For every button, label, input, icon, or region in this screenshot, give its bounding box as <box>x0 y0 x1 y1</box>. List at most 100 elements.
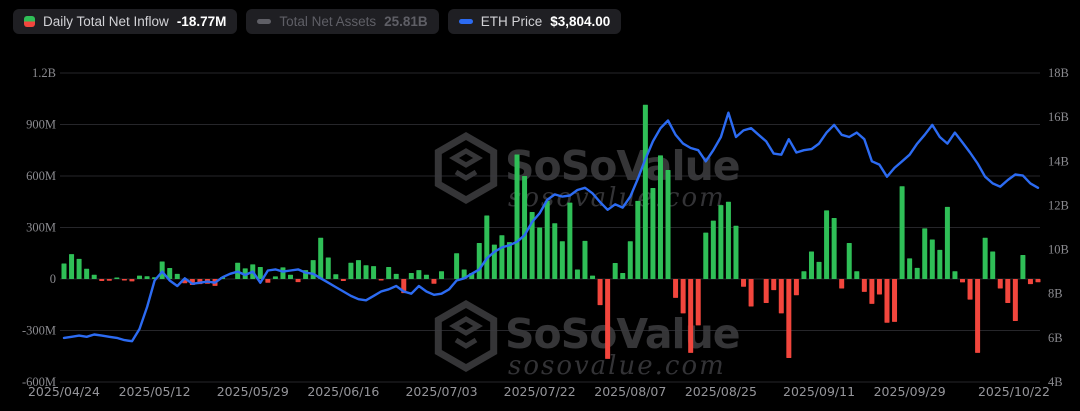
inflow-bar <box>114 277 120 279</box>
inflow-bar <box>514 154 520 279</box>
inflow-bar <box>620 272 626 279</box>
inflow-bar <box>642 104 648 279</box>
left-axis-tick: 1.2B <box>32 66 56 80</box>
watermark-brand: SoSoValue <box>505 142 740 190</box>
x-axis-tick: 2025/08/07 <box>594 384 666 399</box>
inflow-bar <box>280 267 286 279</box>
inflow-bar <box>1027 279 1033 285</box>
x-axis-tick: 2025/05/29 <box>217 384 289 399</box>
inflow-bar <box>499 235 505 279</box>
inflow-bar <box>733 225 739 279</box>
x-axis-tick: 2025/05/12 <box>119 384 191 399</box>
inflow-bar <box>1020 254 1026 279</box>
inflow-bar <box>763 279 769 304</box>
right-axis-tick: 10B <box>1048 243 1069 257</box>
x-axis-tick: 2025/04/24 <box>28 384 100 399</box>
inflow-bar <box>612 263 618 279</box>
inflow-bar <box>159 261 165 279</box>
inflow-bar <box>174 273 180 279</box>
inflow-green-red-icon <box>24 16 35 27</box>
inflow-bar <box>340 279 346 282</box>
net-assets-value: 25.81B <box>384 14 428 29</box>
inflow-bar <box>710 220 716 279</box>
inflow-bar <box>914 267 920 279</box>
inflow-bar <box>673 279 679 298</box>
legend-item-daily-net-inflow[interactable]: Daily Total Net Inflow -18.77M <box>13 9 238 34</box>
inflow-bar <box>718 205 724 279</box>
inflow-bar <box>967 279 973 300</box>
inflow-bar <box>778 279 784 314</box>
inflow-bar <box>990 251 996 279</box>
legend-item-eth-price[interactable]: ETH Price $3,804.00 <box>447 9 622 34</box>
watermark-domain: sosovalue.com <box>508 351 726 381</box>
eth-price-value: $3,804.00 <box>550 14 611 29</box>
right-axis-tick: 12B <box>1048 198 1069 212</box>
inflow-bar <box>272 276 278 279</box>
inflow-bar <box>582 240 588 279</box>
inflow-bar <box>522 176 528 279</box>
inflow-bar <box>808 251 814 279</box>
inflow-bar <box>137 275 142 279</box>
right-axis-tick: 6B <box>1048 331 1063 345</box>
x-axis-tick: 2025/08/25 <box>685 384 757 399</box>
inflow-bar <box>1035 279 1041 283</box>
inflow-bar <box>816 261 822 279</box>
inflow-bar <box>627 241 633 279</box>
inflow-bar <box>869 279 875 304</box>
x-axis-tick: 2025/07/03 <box>405 384 477 399</box>
inflow-bar <box>786 279 792 358</box>
left-axis-tick: -600M <box>22 375 56 389</box>
inflow-bar <box>416 270 422 279</box>
legend-item-total-net-assets[interactable]: Total Net Assets 25.81B <box>246 9 439 34</box>
inflow-bar <box>144 276 150 279</box>
inflow-bar <box>929 239 935 279</box>
inflow-bar <box>748 279 754 307</box>
right-axis-tick: 8B <box>1048 287 1063 301</box>
inflow-bar <box>725 201 731 279</box>
inflow-bar <box>839 279 845 289</box>
inflow-bar <box>1012 279 1018 322</box>
inflow-bar <box>650 188 656 279</box>
inflow-bar <box>506 242 512 279</box>
inflow-bar <box>574 269 580 279</box>
eth-price-label: ETH Price <box>480 14 543 29</box>
inflow-bar <box>423 274 429 279</box>
sosovalue-cube-logo <box>434 299 498 373</box>
inflow-bar <box>121 279 127 281</box>
inflow-bar <box>899 186 905 279</box>
daily-inflow-bars <box>61 104 1041 359</box>
inflow-bar <box>318 237 324 279</box>
inflow-bar <box>861 279 867 292</box>
inflow-bar <box>431 279 437 284</box>
inflow-bar <box>355 260 361 279</box>
inflow-bar <box>69 254 75 279</box>
right-axis-tick: 16B <box>1048 110 1069 124</box>
inflow-bar <box>635 200 641 279</box>
inflow-bar <box>476 242 482 279</box>
inflow-bar <box>288 274 294 279</box>
inflow-bar <box>552 223 558 279</box>
chart-legend: Daily Total Net Inflow -18.77M Total Net… <box>13 9 622 34</box>
inflow-bar <box>937 249 943 279</box>
left-axis-tick: 600M <box>26 169 56 183</box>
inflow-bar <box>333 274 339 279</box>
net-assets-dash-icon <box>257 19 272 24</box>
inflow-bar <box>61 263 67 279</box>
inflow-bar <box>439 271 445 279</box>
inflow-bar <box>378 279 384 281</box>
inflow-bar <box>695 279 701 326</box>
inflow-bar <box>371 266 377 280</box>
inflow-bar <box>824 210 830 279</box>
inflow-bar <box>597 279 603 306</box>
right-axis-tick: 18B <box>1048 66 1069 80</box>
left-axis-tick: 900M <box>26 118 56 132</box>
eth-price-dash-icon <box>458 19 473 24</box>
inflow-bar <box>854 271 860 279</box>
inflow-bar <box>680 279 686 314</box>
axis-labels: 1.2B 900M 600M 300M 0 -300M -600M 18B 16B 14B 12B 1… <box>22 66 1069 399</box>
inflow-bar <box>831 218 837 279</box>
inflow-bar <box>892 279 898 322</box>
x-axis-tick: 2025/06/16 <box>307 384 379 399</box>
